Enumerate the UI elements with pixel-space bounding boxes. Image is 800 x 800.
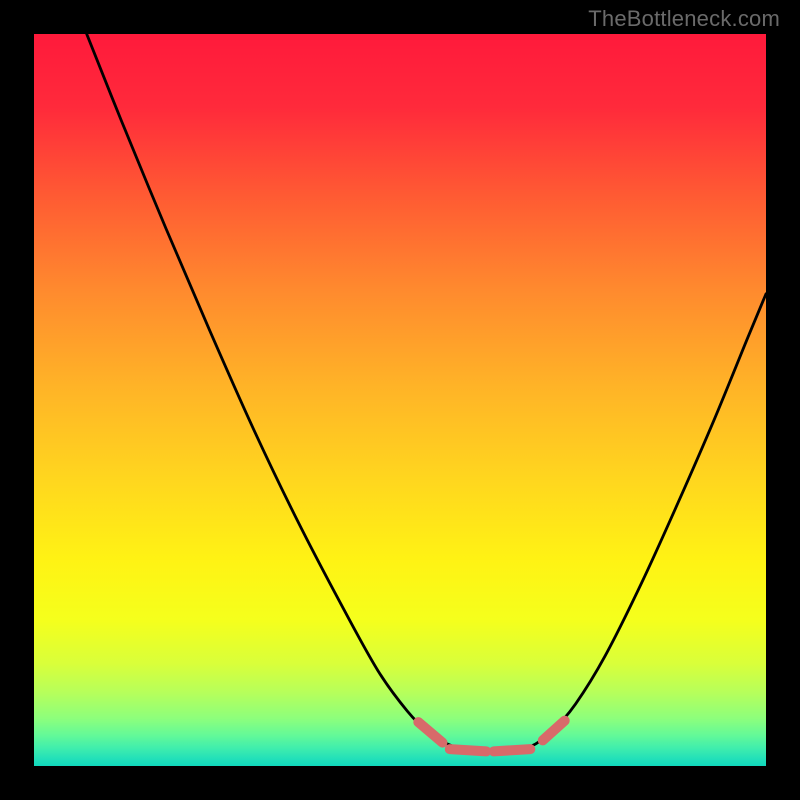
plot-area (34, 34, 766, 766)
chart-frame: TheBottleneck.com (0, 0, 800, 800)
valley-marker-segment (494, 749, 531, 751)
valley-marker-segment (450, 749, 487, 751)
gradient-background (34, 34, 766, 766)
bottleneck-curve-chart (34, 34, 766, 766)
attribution-label: TheBottleneck.com (588, 6, 780, 32)
